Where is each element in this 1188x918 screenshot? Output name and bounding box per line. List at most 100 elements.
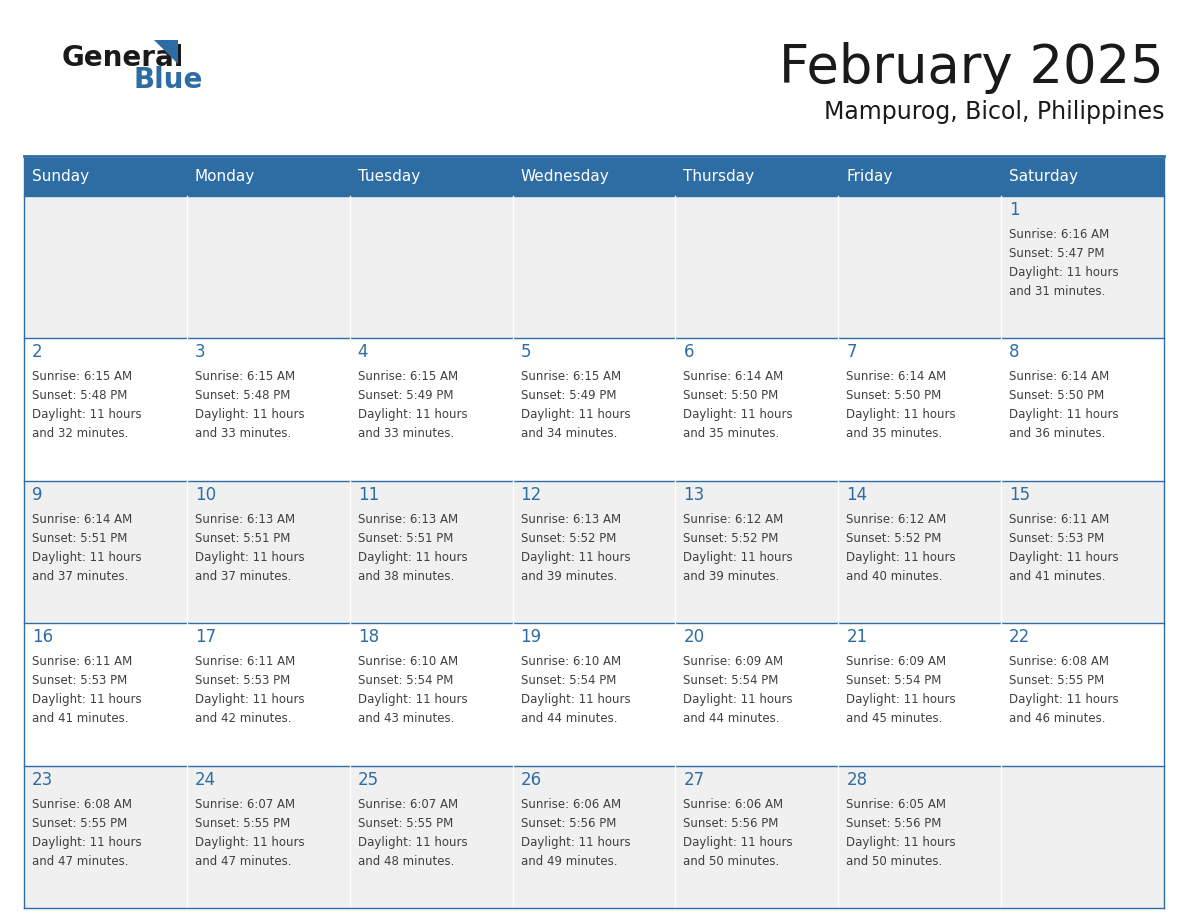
Text: and 47 minutes.: and 47 minutes. — [32, 855, 128, 868]
Text: 13: 13 — [683, 486, 704, 504]
Bar — [512, 196, 676, 339]
Text: Sunset: 5:53 PM: Sunset: 5:53 PM — [32, 674, 127, 688]
Text: Sunrise: 6:12 AM: Sunrise: 6:12 AM — [683, 513, 784, 526]
Text: Sunrise: 6:08 AM: Sunrise: 6:08 AM — [32, 798, 132, 811]
Text: Sunrise: 6:09 AM: Sunrise: 6:09 AM — [683, 655, 784, 668]
Text: Sunset: 5:51 PM: Sunset: 5:51 PM — [195, 532, 290, 544]
Text: Monday: Monday — [195, 170, 255, 185]
Text: Sunset: 5:49 PM: Sunset: 5:49 PM — [520, 389, 617, 402]
Text: Sunset: 5:54 PM: Sunset: 5:54 PM — [358, 674, 453, 688]
Text: 17: 17 — [195, 628, 216, 646]
Text: Daylight: 11 hours: Daylight: 11 hours — [1009, 693, 1119, 706]
Text: 21: 21 — [846, 628, 867, 646]
Text: Daylight: 11 hours: Daylight: 11 hours — [683, 551, 794, 564]
Bar — [24, 623, 187, 766]
Text: Tuesday: Tuesday — [358, 170, 421, 185]
Text: 4: 4 — [358, 343, 368, 362]
Text: Sunday: Sunday — [32, 170, 89, 185]
Bar — [676, 623, 839, 766]
Bar — [676, 481, 839, 623]
Bar — [187, 196, 349, 339]
Text: Sunset: 5:51 PM: Sunset: 5:51 PM — [358, 532, 453, 544]
Text: Sunset: 5:48 PM: Sunset: 5:48 PM — [195, 389, 290, 402]
Text: and 49 minutes.: and 49 minutes. — [520, 855, 617, 868]
Text: Daylight: 11 hours: Daylight: 11 hours — [195, 835, 304, 848]
Text: Thursday: Thursday — [683, 170, 754, 185]
Text: 27: 27 — [683, 770, 704, 789]
Text: Sunrise: 6:13 AM: Sunrise: 6:13 AM — [195, 513, 295, 526]
Text: Saturday: Saturday — [1009, 170, 1079, 185]
Text: 6: 6 — [683, 343, 694, 362]
Bar — [1001, 196, 1164, 339]
Text: and 46 minutes.: and 46 minutes. — [1009, 712, 1106, 725]
Bar — [349, 481, 512, 623]
Text: Sunrise: 6:10 AM: Sunrise: 6:10 AM — [520, 655, 620, 668]
Text: Daylight: 11 hours: Daylight: 11 hours — [358, 409, 467, 421]
Text: Daylight: 11 hours: Daylight: 11 hours — [358, 693, 467, 706]
Bar — [24, 158, 187, 196]
Text: Sunrise: 6:15 AM: Sunrise: 6:15 AM — [195, 370, 295, 384]
Text: Sunset: 5:55 PM: Sunset: 5:55 PM — [32, 817, 127, 830]
Text: Sunrise: 6:09 AM: Sunrise: 6:09 AM — [846, 655, 947, 668]
Text: Daylight: 11 hours: Daylight: 11 hours — [846, 835, 956, 848]
Text: 1: 1 — [1009, 201, 1019, 219]
Bar — [24, 339, 187, 481]
Text: Sunset: 5:49 PM: Sunset: 5:49 PM — [358, 389, 453, 402]
Polygon shape — [154, 40, 178, 64]
Bar — [187, 158, 349, 196]
Text: Sunset: 5:53 PM: Sunset: 5:53 PM — [195, 674, 290, 688]
Text: Sunrise: 6:07 AM: Sunrise: 6:07 AM — [195, 798, 295, 811]
Bar — [676, 158, 839, 196]
Text: Sunrise: 6:14 AM: Sunrise: 6:14 AM — [1009, 370, 1110, 384]
Bar — [1001, 766, 1164, 908]
Bar — [676, 766, 839, 908]
Text: 16: 16 — [32, 628, 53, 646]
Bar — [512, 158, 676, 196]
Text: Sunrise: 6:08 AM: Sunrise: 6:08 AM — [1009, 655, 1110, 668]
Text: Daylight: 11 hours: Daylight: 11 hours — [846, 409, 956, 421]
Text: Daylight: 11 hours: Daylight: 11 hours — [846, 693, 956, 706]
Text: and 37 minutes.: and 37 minutes. — [32, 570, 128, 583]
Text: and 42 minutes.: and 42 minutes. — [195, 712, 291, 725]
Text: and 35 minutes.: and 35 minutes. — [683, 428, 779, 441]
Text: Sunrise: 6:11 AM: Sunrise: 6:11 AM — [1009, 513, 1110, 526]
Text: Sunset: 5:54 PM: Sunset: 5:54 PM — [846, 674, 942, 688]
Text: Sunrise: 6:13 AM: Sunrise: 6:13 AM — [358, 513, 457, 526]
Text: and 40 minutes.: and 40 minutes. — [846, 570, 942, 583]
Text: Sunset: 5:50 PM: Sunset: 5:50 PM — [1009, 389, 1105, 402]
Text: Sunset: 5:50 PM: Sunset: 5:50 PM — [846, 389, 942, 402]
Bar — [839, 158, 1001, 196]
Text: 3: 3 — [195, 343, 206, 362]
Text: Daylight: 11 hours: Daylight: 11 hours — [846, 551, 956, 564]
Text: Sunset: 5:47 PM: Sunset: 5:47 PM — [1009, 247, 1105, 260]
Text: General: General — [62, 44, 184, 72]
Text: Sunrise: 6:11 AM: Sunrise: 6:11 AM — [32, 655, 132, 668]
Text: Sunrise: 6:16 AM: Sunrise: 6:16 AM — [1009, 228, 1110, 241]
Bar — [512, 623, 676, 766]
Bar — [676, 339, 839, 481]
Bar — [349, 623, 512, 766]
Text: Friday: Friday — [846, 170, 892, 185]
Text: Sunset: 5:55 PM: Sunset: 5:55 PM — [358, 817, 453, 830]
Text: 20: 20 — [683, 628, 704, 646]
Text: Daylight: 11 hours: Daylight: 11 hours — [520, 409, 630, 421]
Text: and 35 minutes.: and 35 minutes. — [846, 428, 942, 441]
Bar — [839, 339, 1001, 481]
Text: Wednesday: Wednesday — [520, 170, 609, 185]
Text: 14: 14 — [846, 486, 867, 504]
Bar — [512, 339, 676, 481]
Text: and 48 minutes.: and 48 minutes. — [358, 855, 454, 868]
Text: Sunrise: 6:11 AM: Sunrise: 6:11 AM — [195, 655, 295, 668]
Text: Daylight: 11 hours: Daylight: 11 hours — [195, 693, 304, 706]
Text: and 44 minutes.: and 44 minutes. — [683, 712, 781, 725]
Text: Sunrise: 6:14 AM: Sunrise: 6:14 AM — [683, 370, 784, 384]
Text: Sunset: 5:52 PM: Sunset: 5:52 PM — [846, 532, 942, 544]
Text: and 36 minutes.: and 36 minutes. — [1009, 428, 1106, 441]
Text: Sunset: 5:56 PM: Sunset: 5:56 PM — [520, 817, 615, 830]
Text: Sunrise: 6:06 AM: Sunrise: 6:06 AM — [683, 798, 784, 811]
Text: 26: 26 — [520, 770, 542, 789]
Text: and 41 minutes.: and 41 minutes. — [32, 712, 128, 725]
Bar — [1001, 623, 1164, 766]
Text: Sunset: 5:53 PM: Sunset: 5:53 PM — [1009, 532, 1105, 544]
Text: Daylight: 11 hours: Daylight: 11 hours — [32, 409, 141, 421]
